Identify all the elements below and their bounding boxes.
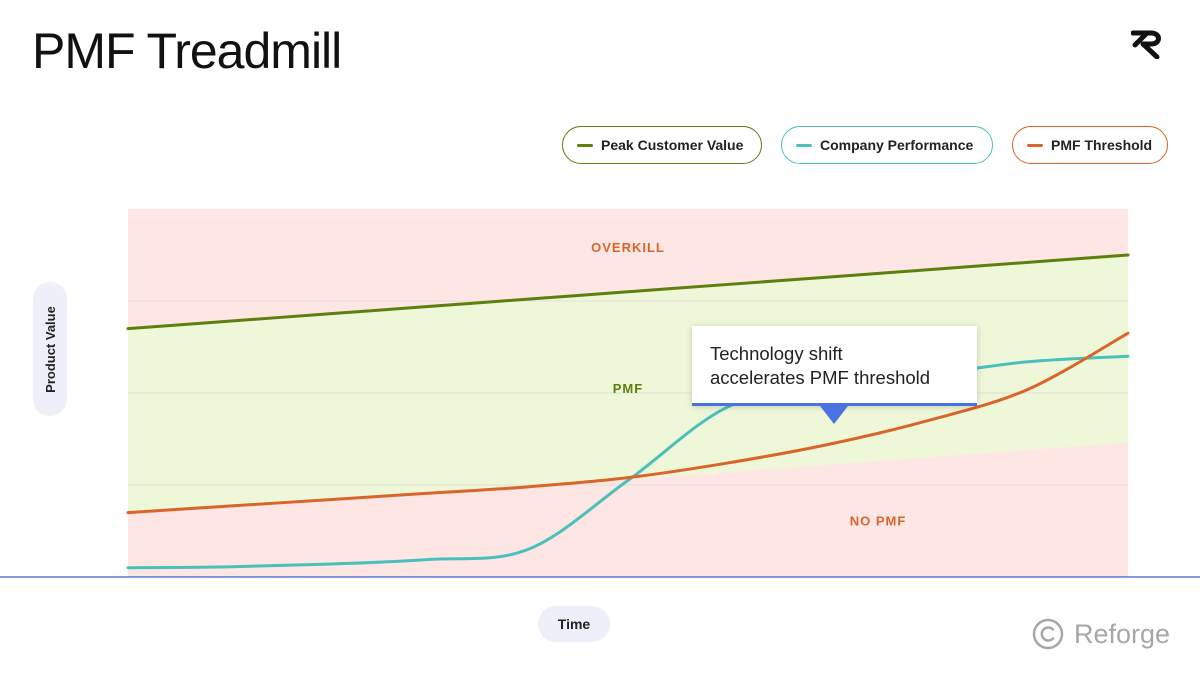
legend-swatch [577, 143, 593, 147]
page-title: PMF Treadmill [32, 23, 342, 79]
brand-watermark: Reforge [1032, 618, 1170, 650]
copyright-icon [1032, 618, 1064, 650]
x-axis-label: Time [538, 606, 610, 642]
y-axis-label: Product Value [33, 282, 67, 416]
legend-label: PMF Threshold [1051, 137, 1153, 153]
series-line-peak-customer-value [126, 253, 1130, 331]
legend-item-company-performance: Company Performance [781, 126, 993, 164]
legend-label: Peak Customer Value [601, 137, 744, 153]
series-line-pmf-threshold [126, 331, 1130, 515]
brand-logo-icon [1131, 30, 1161, 59]
callout-pointer-icon [820, 406, 848, 424]
brand-name: Reforge [1074, 618, 1171, 649]
callout-line-1: Technology shift [710, 343, 843, 364]
legend-swatch [796, 143, 812, 147]
region-label-overkill: OVERKILL [591, 240, 665, 255]
legend-item-peak-customer-value: Peak Customer Value [562, 126, 762, 164]
legend-swatch [1027, 143, 1043, 147]
callout-line-2: accelerates PMF threshold [710, 367, 931, 388]
region-label-no-pmf: NO PMF [850, 513, 907, 528]
annotation-callout: Technology shift accelerates PMF thresho… [692, 326, 977, 406]
pmf-region [128, 255, 1128, 513]
legend-label: Company Performance [820, 137, 974, 153]
region-label-pmf: PMF [613, 381, 643, 396]
legend-item-pmf-threshold: PMF Threshold [1012, 126, 1168, 164]
